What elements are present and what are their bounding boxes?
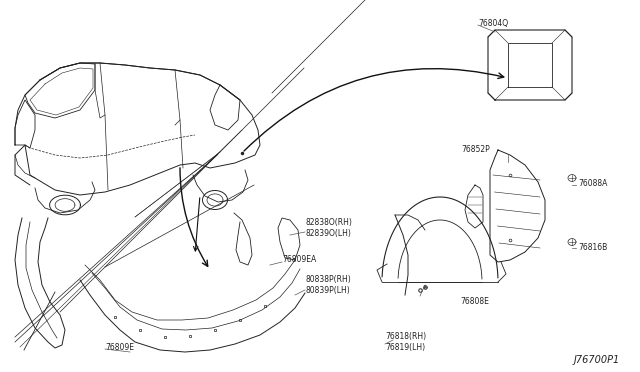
Text: 76088A: 76088A: [578, 179, 607, 187]
Text: 76852P: 76852P: [461, 144, 490, 154]
Text: 82838O(RH)
82839O(LH): 82838O(RH) 82839O(LH): [305, 218, 352, 238]
Text: 76818(RH)
76819(LH): 76818(RH) 76819(LH): [385, 332, 426, 352]
Text: 80838P(RH)
80839P(LH): 80838P(RH) 80839P(LH): [305, 275, 351, 295]
Text: J76700P1: J76700P1: [573, 355, 620, 365]
Text: 76809EA: 76809EA: [282, 256, 316, 264]
Text: 76809E: 76809E: [105, 343, 134, 352]
Text: 76816B: 76816B: [578, 243, 607, 251]
Text: 76808E: 76808E: [460, 298, 489, 307]
Text: 76804Q: 76804Q: [478, 19, 508, 28]
